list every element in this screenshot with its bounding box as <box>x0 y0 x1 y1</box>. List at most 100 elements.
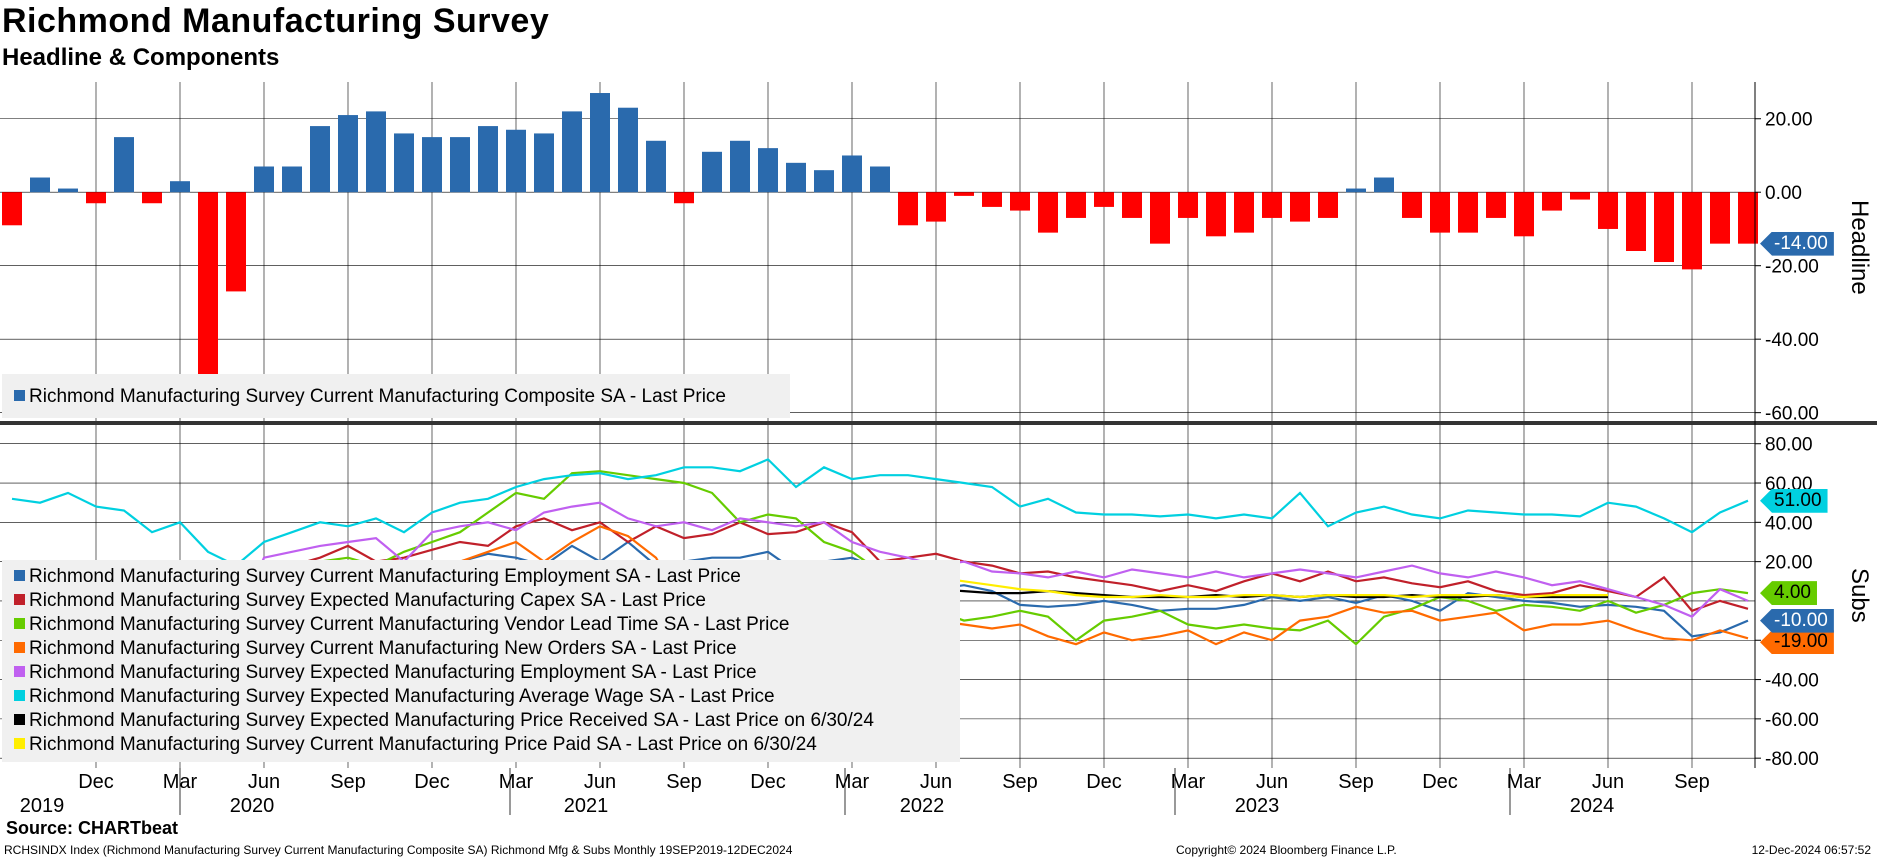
x-tick-label: Sep <box>330 771 366 793</box>
legend-label: Richmond Manufacturing Survey Expected M… <box>29 710 874 731</box>
headline-bar <box>814 170 834 193</box>
x-tick-label: Jun <box>584 771 616 793</box>
subs-legend-item: Richmond Manufacturing Survey Current Ma… <box>14 614 789 636</box>
y-tick-label: 40.00 <box>1765 513 1813 534</box>
subs-legend-item: Richmond Manufacturing Survey Expected M… <box>14 590 706 612</box>
headline-bar <box>730 140 750 193</box>
x-year-label: 2024 <box>1570 795 1615 817</box>
headline-bar <box>1598 192 1618 229</box>
subs-legend-item: Richmond Manufacturing Survey Current Ma… <box>14 566 741 588</box>
x-tick-label: Mar <box>835 771 870 793</box>
headline-bar <box>198 192 218 391</box>
headline-bar <box>1486 192 1506 218</box>
headline-bar <box>562 111 582 193</box>
headline-bar <box>1150 192 1170 244</box>
headline-bar <box>310 126 330 193</box>
headline-bar <box>898 192 918 226</box>
headline-bar <box>702 151 722 193</box>
subs-legend-item: Richmond Manufacturing Survey Current Ma… <box>14 638 737 660</box>
legend-label: Richmond Manufacturing Survey Current Ma… <box>29 566 741 587</box>
x-year-label: 2022 <box>900 795 945 817</box>
panel-label-headline: Headline <box>1846 200 1873 295</box>
legend-swatch <box>14 570 25 582</box>
headline-bar <box>1122 192 1142 218</box>
headline-bar <box>1514 192 1534 237</box>
series-line <box>11 501 1749 622</box>
headline-last-value: -14.00 <box>1760 231 1834 256</box>
x-tick-label: Sep <box>1674 771 1710 793</box>
x-tick-label: Mar <box>499 771 534 793</box>
headline-bar <box>1402 192 1422 218</box>
legend-label: Richmond Manufacturing Survey Current Ma… <box>29 734 817 755</box>
x-tick-label: Dec <box>78 771 114 793</box>
headline-bar <box>1010 192 1030 211</box>
legend-swatch <box>14 738 25 750</box>
headline-bar <box>870 166 890 193</box>
headline-bar <box>1206 192 1226 237</box>
subs-legend-item: Richmond Manufacturing Survey Expected M… <box>14 710 874 732</box>
headline-bar <box>1542 192 1562 211</box>
footer-center: Copyright© 2024 Bloomberg Finance L.P. <box>1176 843 1397 857</box>
x-tick-label: Jun <box>1592 771 1624 793</box>
headline-bar <box>1738 192 1758 244</box>
headline-bar <box>842 155 862 193</box>
headline-bar <box>506 129 526 193</box>
x-tick-label: Dec <box>1422 771 1458 793</box>
subs-last-value: -10.00 <box>1760 608 1834 633</box>
x-year-label: 2021 <box>564 795 609 817</box>
headline-bar <box>1318 192 1338 218</box>
headline-bar <box>1710 192 1730 244</box>
legend-label: Richmond Manufacturing Survey Expected M… <box>29 686 775 707</box>
legend-swatch <box>14 618 25 630</box>
panel-label-subs: Subs <box>1846 568 1873 623</box>
y-tick-label: 20.00 <box>1765 553 1813 574</box>
headline-bar <box>170 181 190 193</box>
y-tick-label: -40.00 <box>1765 330 1819 351</box>
subs-legend-item: Richmond Manufacturing Survey Expected M… <box>14 662 757 684</box>
headline-bar <box>30 177 50 193</box>
series-line <box>11 458 1749 567</box>
subs-legend-item: Richmond Manufacturing Survey Current Ma… <box>14 734 817 756</box>
headline-bar <box>338 115 358 193</box>
headline-bar <box>1346 188 1366 193</box>
x-tick-label: Sep <box>1002 771 1038 793</box>
x-tick-label: Dec <box>1086 771 1122 793</box>
x-year-label: 2019 <box>20 795 65 817</box>
chart-subtitle: Headline & Components <box>2 44 280 71</box>
x-tick-label: Jun <box>1256 771 1288 793</box>
headline-bar <box>450 137 470 193</box>
headline-bar <box>226 192 246 292</box>
legend-label: Richmond Manufacturing Survey Current Ma… <box>29 386 726 407</box>
y-tick-label: 0.00 <box>1765 183 1802 204</box>
headline-bar <box>1570 192 1590 200</box>
headline-bar <box>366 111 386 193</box>
x-year-label: 2023 <box>1235 795 1280 817</box>
legend-swatch <box>14 666 25 678</box>
headline-bar <box>618 107 638 193</box>
y-tick-label: 20.00 <box>1765 110 1813 131</box>
subs-legend: Richmond Manufacturing Survey Current Ma… <box>2 560 960 762</box>
footer-right: 12-Dec-2024 06:57:52 <box>1751 843 1871 857</box>
headline-bar <box>1682 192 1702 270</box>
headline-bar <box>478 126 498 193</box>
legend-swatch <box>14 690 25 702</box>
subs-last-value: -19.00 <box>1760 630 1834 655</box>
headline-bar <box>1654 192 1674 263</box>
headline-bar <box>590 93 610 193</box>
y-tick-label: -60.00 <box>1765 710 1819 731</box>
y-tick-label: -20.00 <box>1765 257 1819 278</box>
headline-bar <box>1262 192 1282 218</box>
x-tick-label: Dec <box>750 771 786 793</box>
headline-bar <box>1178 192 1198 218</box>
source-label: Source: CHARTbeat <box>6 818 179 838</box>
chart-title: Richmond Manufacturing Survey <box>2 2 550 40</box>
headline-bar <box>254 166 274 193</box>
y-tick-label: -80.00 <box>1765 749 1819 770</box>
headline-bar <box>926 192 946 222</box>
headline-bar <box>2 192 22 226</box>
headline-bar <box>422 137 442 193</box>
legend-swatch <box>14 594 25 606</box>
headline-bar <box>534 133 554 193</box>
headline-bar <box>982 192 1002 207</box>
x-tick-label: Dec <box>414 771 450 793</box>
